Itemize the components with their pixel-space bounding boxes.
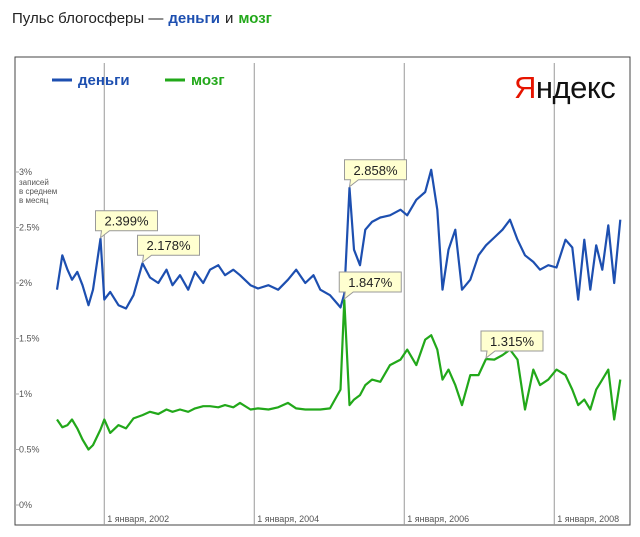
data-label: 2.178%	[146, 238, 191, 253]
y-tick-label: 3%	[19, 167, 32, 177]
x-tick-label: 1 января, 2006	[407, 514, 469, 524]
chart-title: Пульс блогосферы — деньги и мозг	[12, 10, 277, 27]
logo: Яндекс	[514, 70, 616, 105]
chart-frame	[14, 56, 631, 526]
y-axis-title: в среднем	[19, 187, 57, 196]
series-line	[56, 298, 622, 451]
data-label: 1.315%	[490, 334, 535, 349]
callout-box	[338, 271, 402, 301]
series-line	[55, 168, 622, 310]
data-label: 1.847%	[348, 275, 393, 290]
x-tick-label: 1 января, 2002	[107, 514, 169, 524]
callout-box	[480, 330, 544, 360]
callout-box	[344, 159, 407, 188]
data-label: 2.858%	[353, 163, 398, 178]
title-joiner: и	[224, 10, 234, 27]
y-tick-label: 0%	[19, 500, 32, 510]
y-tick-label: 2%	[19, 278, 32, 288]
title-series: мозг	[238, 10, 272, 27]
y-tick-label: 0.5%	[19, 445, 40, 455]
callout-box	[95, 210, 158, 239]
title-series: деньги	[168, 10, 220, 27]
callout-box	[137, 234, 200, 264]
y-axis-title: записей	[19, 178, 49, 187]
x-tick-label: 1 января, 2004	[257, 514, 319, 524]
y-tick-label: 1.5%	[19, 334, 40, 344]
y-axis-title: в месяц	[19, 196, 49, 205]
title-prefix: Пульс блогосферы —	[12, 10, 164, 27]
data-label: 2.399%	[104, 214, 149, 229]
legend-label: мозг	[191, 72, 225, 89]
y-tick-label: 2.5%	[19, 223, 40, 233]
legend-label: деньги	[78, 72, 130, 89]
x-tick-label: 1 января, 2008	[557, 514, 619, 524]
y-tick-label: 1%	[19, 389, 32, 399]
